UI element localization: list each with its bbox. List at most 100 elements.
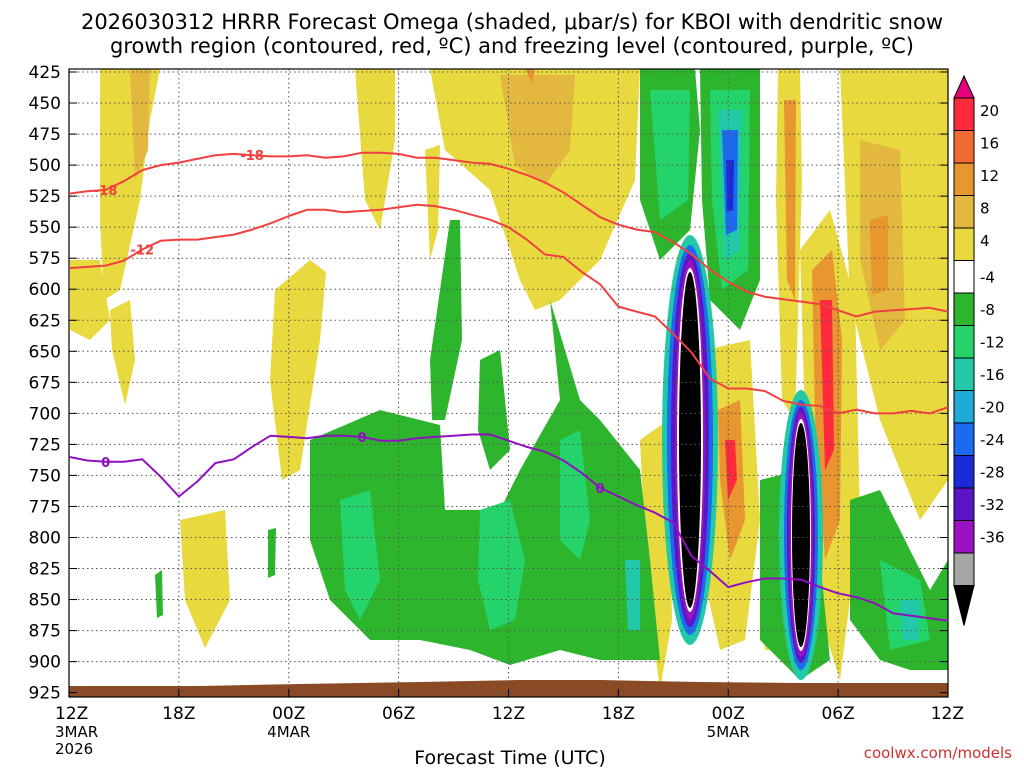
y-tick-label: 575 <box>29 249 61 269</box>
credit-text: coolwx.com/models <box>864 744 1012 762</box>
y-tick-label: 550 <box>29 218 61 238</box>
colorbar-label: -36 <box>980 529 1005 547</box>
contour-line <box>69 433 948 622</box>
colorbar-label: -12 <box>980 334 1005 352</box>
y-tick-label: 800 <box>29 528 61 548</box>
y-tick-label: 875 <box>29 622 61 642</box>
chart-title-line2: growth region (contoured, red, ºC) and f… <box>110 34 914 58</box>
omega-positive-region <box>725 440 737 500</box>
omega-negative-region <box>650 90 690 220</box>
y-tick-label: 525 <box>29 187 61 207</box>
omega-negative-region <box>310 300 660 665</box>
colorbar-swatch <box>953 260 975 294</box>
y-tick-label: 700 <box>29 404 61 424</box>
omega-positive-region <box>270 260 326 480</box>
colorbar-label: 8 <box>980 200 990 218</box>
colorbar-label: -16 <box>980 366 1005 384</box>
y-tick-label: 450 <box>29 94 61 114</box>
colorbar-swatch <box>953 325 975 359</box>
colorbar-swatch <box>953 195 975 229</box>
x-tick-label: 12Z <box>931 704 964 724</box>
y-tick-label: 900 <box>29 653 61 673</box>
colorbar-label: -20 <box>980 399 1005 417</box>
y-tick-label: 650 <box>29 342 61 362</box>
y-tick-label: 850 <box>29 591 61 611</box>
y-tick-label: 475 <box>29 125 61 145</box>
contour-label: 0 <box>596 482 605 497</box>
y-tick-label: 825 <box>29 560 61 580</box>
omega-positive-region <box>425 145 440 260</box>
colorbar: 20 16 12 8 4 -4 -8 -12 -16 -20 -24 -28 -32 -36 <box>953 74 1005 626</box>
colorbar-label: -28 <box>980 464 1005 482</box>
colorbar-swatch <box>953 162 975 196</box>
omega-positive-region <box>784 100 796 300</box>
omega-negative-region <box>268 528 276 578</box>
colorbar-swatch <box>953 455 975 489</box>
contour-label: -18 <box>240 149 264 164</box>
omega-positive-region <box>870 215 888 295</box>
x-date-label: 3MAR <box>55 723 98 741</box>
contour-label: 0 <box>101 456 110 471</box>
y-tick-label: 675 <box>29 373 61 393</box>
x-tick-label: 00Z <box>272 704 305 724</box>
y-axis: 425 450 475 500 525 550 575 600 625 650 675 700 725 7… <box>29 63 948 704</box>
colorbar-swatch <box>953 357 975 391</box>
omega-positive-region <box>355 69 395 230</box>
omega-positive-region <box>180 510 230 648</box>
omega-positive-region <box>820 300 834 470</box>
colorbar-label: -32 <box>980 496 1005 514</box>
colorbar-swatch <box>953 422 975 456</box>
colorbar-swatch <box>953 390 975 424</box>
omega-negative-region <box>900 600 920 640</box>
colorbar-label: 12 <box>980 167 999 185</box>
colorbar-cap-top <box>953 74 975 99</box>
colorbar-label: 20 <box>980 102 999 120</box>
omega-positive-region <box>525 69 535 84</box>
colorbar-label: -8 <box>980 301 995 319</box>
omega-shading <box>70 69 948 690</box>
omega-positive-region <box>110 300 135 405</box>
omega-negative-region <box>340 490 380 620</box>
contour-line <box>69 151 948 318</box>
omega-negative-region <box>625 560 640 630</box>
colorbar-label: -24 <box>980 431 1005 449</box>
x-tick-label: 06Z <box>382 704 415 724</box>
omega-positive-region <box>430 69 640 310</box>
y-tick-label: 625 <box>29 311 61 331</box>
colorbar-swatch <box>953 227 975 261</box>
omega-negative-region <box>478 350 510 470</box>
y-tick-label: 600 <box>29 280 61 300</box>
x-axis-label: Forecast Time (UTC) <box>414 747 605 768</box>
contour-label: 0 <box>357 431 366 446</box>
x-tick-label: 06Z <box>821 704 854 724</box>
omega-positive-region <box>500 75 575 185</box>
omega-positive-region <box>130 69 150 180</box>
omega-core <box>792 423 810 647</box>
colorbar-swatch <box>953 130 975 164</box>
contour-line <box>69 203 948 415</box>
omega-negative-region <box>726 160 734 212</box>
contours: -18 -18 -12 0 0 0 <box>69 149 948 622</box>
y-tick-label: 425 <box>29 63 61 83</box>
y-tick-label: 725 <box>29 435 61 455</box>
x-date-label: 5MAR <box>707 723 750 741</box>
omega-core <box>679 272 701 608</box>
x-tick-label: 00Z <box>712 704 745 724</box>
y-tick-label: 500 <box>29 156 61 176</box>
colorbar-swatch <box>953 552 975 586</box>
omega-negative-region <box>478 500 525 630</box>
x-date-label: 4MAR <box>267 723 310 741</box>
x-tick-label: 18Z <box>162 704 195 724</box>
x-tick-label: 12Z <box>55 704 88 724</box>
x-tick-label: 18Z <box>602 704 635 724</box>
omega-negative-region <box>155 570 163 618</box>
y-tick-label: 775 <box>29 497 61 517</box>
colorbar-swatch <box>953 97 975 131</box>
colorbar-cap-bottom <box>953 585 975 626</box>
omega-negative-region <box>430 220 462 420</box>
x-year-label: 2026 <box>55 740 93 758</box>
y-tick-label: 750 <box>29 466 61 486</box>
colorbar-label: -4 <box>980 269 995 287</box>
